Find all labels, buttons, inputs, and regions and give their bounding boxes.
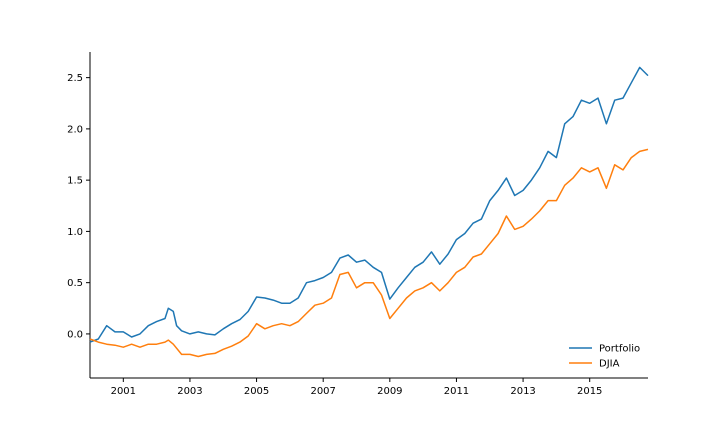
- axes: 2001 2003 2005 2007 2009 2011 2013 2015 0.0 0.5 1…: [67, 52, 648, 397]
- x-tick-label: 2001: [111, 386, 136, 397]
- x-tick-label: 2005: [244, 386, 269, 397]
- x-tick-label: 2003: [177, 386, 202, 397]
- x-tick-label: 2013: [510, 386, 535, 397]
- legend-label-djia: DJIA: [599, 359, 620, 370]
- x-tick-label: 2007: [310, 386, 335, 397]
- legend: Portfolio DJIA: [569, 344, 640, 370]
- y-tick-label: 0.0: [67, 329, 83, 340]
- series-line-portfolio: [89, 66, 649, 343]
- x-tick-label: 2009: [377, 386, 402, 397]
- y-tick-label: 0.5: [67, 278, 83, 289]
- x-tick-label: 2011: [444, 386, 469, 397]
- y-ticks: 0.0 0.5 1.0 1.5 2.0 2.5: [67, 73, 90, 340]
- y-tick-label: 2.0: [67, 124, 83, 135]
- y-tick-label: 2.5: [67, 73, 83, 84]
- y-tick-label: 1.5: [67, 176, 83, 187]
- x-tick-label: 2015: [577, 386, 602, 397]
- series-line-djia: [89, 148, 649, 358]
- y-tick-label: 1.0: [67, 227, 83, 238]
- legend-label-portfolio: Portfolio: [599, 344, 640, 355]
- series-layer: [89, 66, 649, 358]
- x-ticks: 2001 2003 2005 2007 2009 2011 2013 2015: [111, 378, 602, 397]
